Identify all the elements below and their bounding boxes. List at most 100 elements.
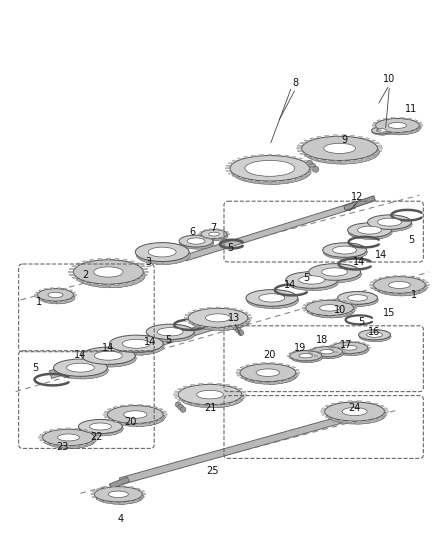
Polygon shape: [111, 486, 116, 487]
Polygon shape: [143, 271, 148, 273]
Polygon shape: [372, 289, 378, 290]
Ellipse shape: [319, 305, 339, 311]
Text: 25: 25: [205, 466, 218, 477]
Polygon shape: [271, 289, 298, 309]
Polygon shape: [224, 403, 230, 405]
Polygon shape: [170, 324, 194, 342]
Polygon shape: [353, 307, 356, 309]
Ellipse shape: [54, 362, 108, 379]
Polygon shape: [74, 428, 80, 430]
Polygon shape: [240, 367, 245, 368]
Polygon shape: [288, 353, 291, 354]
Polygon shape: [161, 416, 166, 418]
Polygon shape: [365, 350, 369, 351]
Polygon shape: [369, 284, 373, 286]
Polygon shape: [372, 418, 378, 420]
Ellipse shape: [82, 350, 136, 367]
Polygon shape: [207, 327, 212, 328]
Polygon shape: [220, 230, 224, 231]
Ellipse shape: [230, 159, 310, 184]
Polygon shape: [351, 304, 356, 306]
Polygon shape: [328, 346, 332, 347]
Polygon shape: [49, 430, 55, 431]
Polygon shape: [382, 131, 387, 133]
Polygon shape: [92, 439, 97, 441]
Polygon shape: [136, 335, 164, 355]
Polygon shape: [225, 231, 228, 232]
Polygon shape: [277, 363, 282, 365]
Polygon shape: [313, 347, 317, 348]
Ellipse shape: [358, 330, 389, 340]
Polygon shape: [342, 301, 346, 302]
Text: 24: 24: [348, 402, 360, 413]
Ellipse shape: [310, 346, 342, 357]
Polygon shape: [43, 431, 49, 433]
Polygon shape: [307, 351, 310, 352]
Polygon shape: [140, 491, 145, 492]
Polygon shape: [35, 296, 39, 298]
Polygon shape: [173, 394, 178, 395]
Polygon shape: [82, 430, 88, 431]
Polygon shape: [225, 171, 230, 172]
Polygon shape: [231, 386, 237, 388]
Polygon shape: [308, 165, 313, 166]
Polygon shape: [356, 421, 361, 422]
Polygon shape: [92, 491, 96, 492]
Polygon shape: [360, 343, 365, 344]
Polygon shape: [347, 302, 352, 304]
Text: 18: 18: [315, 335, 327, 345]
Ellipse shape: [298, 353, 312, 358]
Polygon shape: [152, 406, 157, 408]
Polygon shape: [50, 288, 54, 289]
Polygon shape: [190, 384, 195, 386]
Polygon shape: [187, 312, 193, 313]
Polygon shape: [339, 341, 343, 343]
Polygon shape: [392, 293, 396, 294]
Polygon shape: [363, 157, 369, 159]
Ellipse shape: [179, 387, 243, 408]
Ellipse shape: [73, 260, 143, 284]
Polygon shape: [145, 422, 150, 424]
Polygon shape: [240, 391, 245, 392]
Ellipse shape: [79, 422, 123, 436]
Ellipse shape: [298, 276, 324, 284]
Polygon shape: [203, 237, 207, 239]
Polygon shape: [368, 155, 374, 157]
Ellipse shape: [319, 350, 332, 354]
Polygon shape: [198, 233, 201, 235]
Polygon shape: [72, 292, 75, 293]
Polygon shape: [252, 381, 257, 382]
Polygon shape: [301, 160, 307, 161]
Polygon shape: [91, 494, 94, 495]
Polygon shape: [103, 414, 107, 415]
Ellipse shape: [122, 340, 150, 348]
Polygon shape: [321, 355, 323, 357]
Polygon shape: [57, 445, 62, 447]
Polygon shape: [390, 132, 395, 134]
Polygon shape: [364, 401, 370, 403]
Polygon shape: [63, 300, 67, 302]
Polygon shape: [190, 403, 195, 405]
Ellipse shape: [147, 327, 194, 342]
Polygon shape: [92, 496, 96, 498]
Ellipse shape: [303, 140, 378, 164]
Ellipse shape: [75, 263, 145, 288]
Ellipse shape: [338, 294, 377, 306]
Polygon shape: [226, 233, 229, 235]
Polygon shape: [80, 359, 108, 379]
Polygon shape: [102, 500, 108, 502]
Polygon shape: [57, 301, 60, 302]
Polygon shape: [108, 347, 136, 367]
Polygon shape: [223, 307, 228, 309]
Polygon shape: [399, 132, 403, 134]
Polygon shape: [412, 120, 417, 122]
Polygon shape: [128, 261, 134, 263]
Polygon shape: [134, 263, 141, 265]
Polygon shape: [382, 414, 387, 415]
Polygon shape: [39, 439, 44, 441]
Polygon shape: [114, 258, 119, 260]
Polygon shape: [396, 118, 420, 135]
Polygon shape: [199, 326, 204, 328]
Ellipse shape: [367, 215, 410, 229]
Text: 20: 20: [263, 350, 276, 360]
